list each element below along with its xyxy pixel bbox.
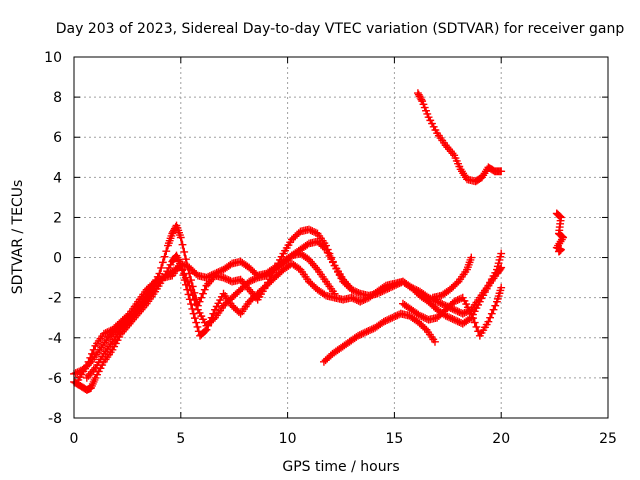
x-tick-label: 10 (279, 431, 297, 447)
data-point-marker (176, 233, 185, 242)
data-point-marker (494, 259, 503, 268)
y-tick-label: 8 (53, 90, 62, 106)
y-tick-label: 6 (53, 130, 62, 146)
data-point-marker (467, 253, 476, 262)
data-point-marker (178, 240, 187, 249)
series-track-8 (413, 89, 506, 186)
data-point-marker (192, 300, 201, 309)
data-point-marker (497, 167, 506, 176)
data-point-marker (185, 281, 194, 290)
data-point-marker (422, 106, 430, 115)
data-point-marker (187, 286, 195, 295)
data-point-marker (155, 269, 164, 278)
data-point-marker (200, 285, 209, 294)
axis-ticks: 0 5 10 15 20 25 -8 -6 -4 -2 0 2 4 6 8 10 (44, 50, 617, 447)
series-track-9 (552, 209, 568, 256)
data-point-marker (420, 103, 429, 112)
data-point-marker (188, 291, 197, 300)
data-point-marker (195, 297, 204, 306)
data-point-marker (497, 263, 506, 272)
data-point-marker (497, 249, 506, 258)
data-point-marker (199, 289, 207, 298)
data-point-marker (190, 296, 199, 304)
data-point-marker (472, 323, 481, 331)
y-axis-label: SDTVAR / TECUs (10, 180, 26, 295)
data-point-marker (157, 264, 166, 272)
data-point-marker (89, 345, 98, 354)
data-point-marker (180, 269, 189, 278)
data-point-marker (495, 256, 504, 264)
data-point-marker (201, 327, 210, 335)
x-tick-label: 20 (492, 431, 510, 447)
data-point-marker (486, 313, 494, 322)
y-tick-label: 0 (53, 251, 62, 267)
data-point-marker (431, 337, 439, 346)
data-point-marker (484, 317, 493, 326)
y-tick-label: 2 (53, 210, 62, 226)
data-point-marker (493, 262, 502, 271)
data-point-marker (84, 357, 93, 366)
x-tick-label: 25 (599, 431, 617, 447)
data-point-marker (158, 258, 167, 267)
data-point-marker (487, 309, 496, 318)
chart-title: Day 203 of 2023, Sidereal Day-to-day VTE… (56, 21, 625, 37)
y-tick-label: -8 (48, 411, 62, 427)
data-point-marker (497, 283, 506, 292)
data-point-marker (178, 265, 187, 274)
data-point-marker (470, 318, 479, 327)
x-axis-label: GPS time / hours (282, 459, 399, 475)
data-point-marker (162, 247, 171, 256)
series-track-6 (399, 283, 506, 340)
grid-lines (74, 57, 608, 418)
data-point-marker (197, 293, 206, 302)
data-point-marker (467, 309, 476, 318)
data-point-marker (193, 323, 202, 331)
data-point-marker (183, 285, 192, 294)
plot-frame (73, 56, 609, 419)
data-point-marker (189, 309, 198, 318)
data-point-marker (419, 100, 428, 109)
data-point-marker (176, 261, 185, 270)
y-tick-label: 10 (44, 50, 62, 66)
data-point-marker (190, 314, 199, 323)
data-point-marker (192, 318, 201, 327)
y-tick-label: 4 (53, 170, 62, 186)
data-point-marker (187, 300, 195, 308)
data-point-marker (554, 247, 563, 256)
data-point-marker (489, 305, 498, 314)
data-point-marker (423, 110, 432, 118)
x-tick-label: 15 (385, 431, 403, 447)
data-point-marker (347, 285, 356, 294)
data-point-marker (330, 289, 339, 298)
data-point-marker (493, 265, 501, 274)
data-point-marker (496, 252, 505, 261)
y-tick-label: -2 (48, 291, 62, 307)
data-point-marker (86, 353, 95, 362)
data-point-marker (160, 252, 169, 261)
data-point-marker (184, 290, 193, 299)
data-point-marker (188, 304, 197, 313)
data-point-marker (82, 361, 91, 370)
data-point-marker (182, 273, 190, 282)
data-point-marker (185, 295, 194, 304)
series-track-5 (320, 309, 439, 366)
series-track-4 (82, 249, 339, 382)
data-point-marker (491, 301, 500, 310)
data-series (70, 89, 568, 394)
data-point-marker (183, 277, 192, 286)
data-point-marker (182, 255, 190, 264)
x-tick-label: 5 (176, 431, 185, 447)
x-tick-label: 0 (70, 431, 79, 447)
data-point-marker (180, 248, 189, 256)
data-point-marker (469, 314, 477, 323)
y-tick-label: -6 (48, 371, 62, 387)
series-track-7 (428, 253, 476, 302)
y-tick-label: -4 (48, 331, 62, 347)
data-point-marker (88, 349, 96, 358)
data-point-marker (418, 97, 427, 106)
